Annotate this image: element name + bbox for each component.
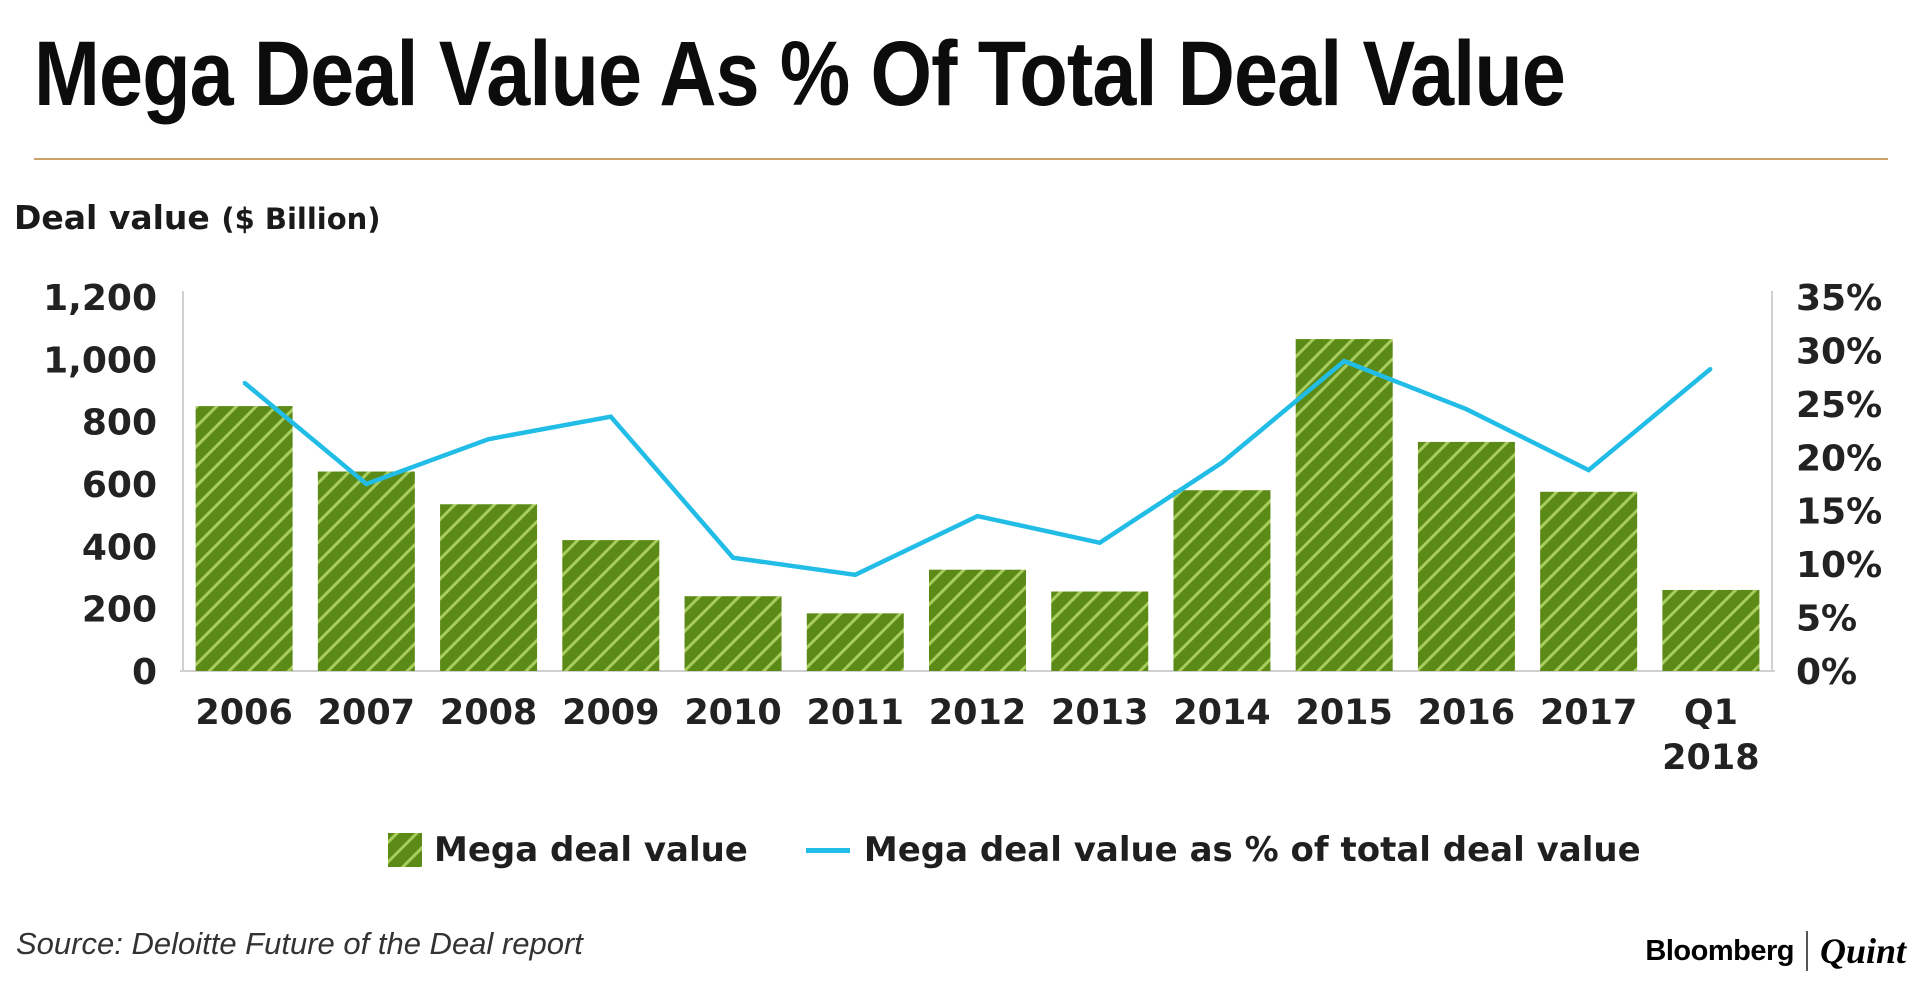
brand-divider <box>1805 931 1808 971</box>
brand-logo: Bloomberg Quint <box>1645 930 1906 972</box>
line-point-2016 <box>1464 407 1468 411</box>
bar-q1-2018 <box>1662 589 1760 671</box>
right-tick-label: 20% <box>1796 438 1882 479</box>
left-tick-label: 600 <box>82 465 157 506</box>
left-tick-label: 1,000 <box>43 340 157 381</box>
x-tick-label: 2006 <box>195 693 292 733</box>
left-tick-label: 200 <box>82 590 157 631</box>
bar-2016 <box>1417 441 1515 671</box>
y-axis-title: Deal value ($ Billion) <box>14 198 381 237</box>
right-tick-label: 25% <box>1796 385 1882 426</box>
bar-2010 <box>684 596 782 671</box>
left-tick-label: 1,200 <box>43 278 157 319</box>
line-series <box>242 358 1713 578</box>
left-tick-label: 800 <box>82 403 157 444</box>
line-point-2015 <box>1342 359 1346 363</box>
x-tick-label: 2008 <box>440 693 537 733</box>
x-tick-label: 2018 <box>1662 738 1759 778</box>
right-tick-label: 30% <box>1796 331 1882 372</box>
x-tick-label: 2009 <box>562 693 659 733</box>
title-divider <box>34 158 1888 160</box>
x-tick-label: Q1 <box>1684 693 1738 733</box>
bar-2011 <box>806 613 904 671</box>
left-axis-ticks: 0 200 400 600 800 1,000 1,200 <box>43 278 157 693</box>
line-point-2011 <box>853 573 857 577</box>
bar-2014 <box>1173 490 1271 671</box>
bar-series <box>195 339 1760 671</box>
line-point-2012 <box>976 514 979 518</box>
bar-2007 <box>317 471 415 671</box>
y-axis-title-unit: ($ Billion) <box>221 202 381 236</box>
x-tick-label: 2011 <box>807 693 904 733</box>
brand-bloomberg: Bloomberg <box>1645 934 1794 967</box>
y-axis-title-main: Deal value <box>14 198 210 237</box>
legend: Mega deal value Mega deal value as % of … <box>388 825 1641 875</box>
line-point-q1-2018 <box>1709 367 1713 371</box>
source-note: Source: Deloitte Future of the Deal repo… <box>16 926 583 961</box>
bar-2015 <box>1295 339 1393 671</box>
line-point-2017 <box>1587 468 1591 472</box>
x-tick-label: 2015 <box>1295 693 1392 733</box>
bar-2013 <box>1051 591 1149 671</box>
x-tick-label: 2014 <box>1173 693 1270 733</box>
bar-2017 <box>1540 491 1638 671</box>
bar-2009 <box>562 540 660 671</box>
right-tick-label: 10% <box>1796 545 1882 586</box>
x-tick-label: 2007 <box>318 693 415 733</box>
x-tick-label: 2012 <box>929 693 1026 733</box>
line-point-2008 <box>487 437 491 441</box>
line-point-2010 <box>731 556 735 560</box>
brand-quint: Quint <box>1819 931 1906 971</box>
right-tick-label: 35% <box>1796 278 1882 319</box>
x-tick-label: 2010 <box>684 693 781 733</box>
legend-bar-label: Mega deal value <box>434 830 748 870</box>
x-tick-label: 2013 <box>1051 693 1148 733</box>
combo-chart: 0 200 400 600 800 1,000 1,200 0% 5% 10% 15% 20% 25%… <box>43 278 1882 778</box>
x-axis-ticks: 2006 2007 2008 2009 2010 2011 2012 2013 2014 2015… <box>195 693 1759 778</box>
legend-line-label: Mega deal value as % of total deal value <box>863 830 1641 870</box>
legend-line-swatch <box>805 847 850 853</box>
x-tick-label: 2017 <box>1540 693 1637 733</box>
line-point-2013 <box>1098 541 1102 545</box>
right-axis-ticks: 0% 5% 10% 15% 20% 25% 30% 35% <box>1796 278 1882 693</box>
bar-2006 <box>195 406 293 671</box>
line-point-2007 <box>364 482 368 486</box>
left-tick-label: 400 <box>82 527 157 568</box>
legend-bar-swatch <box>388 833 422 867</box>
chart-title: Mega Deal Value As % Of Total Deal Value <box>34 23 1566 125</box>
right-tick-label: 0% <box>1796 652 1857 693</box>
line-point-2009 <box>609 415 613 419</box>
line-point-2006 <box>242 380 246 384</box>
bar-2008 <box>440 504 538 671</box>
right-tick-label: 15% <box>1796 492 1882 533</box>
line-point-2014 <box>1220 461 1224 465</box>
left-tick-label: 0 <box>132 652 157 693</box>
bar-2012 <box>929 569 1026 671</box>
x-tick-label: 2016 <box>1418 693 1515 733</box>
right-tick-label: 5% <box>1796 599 1857 640</box>
